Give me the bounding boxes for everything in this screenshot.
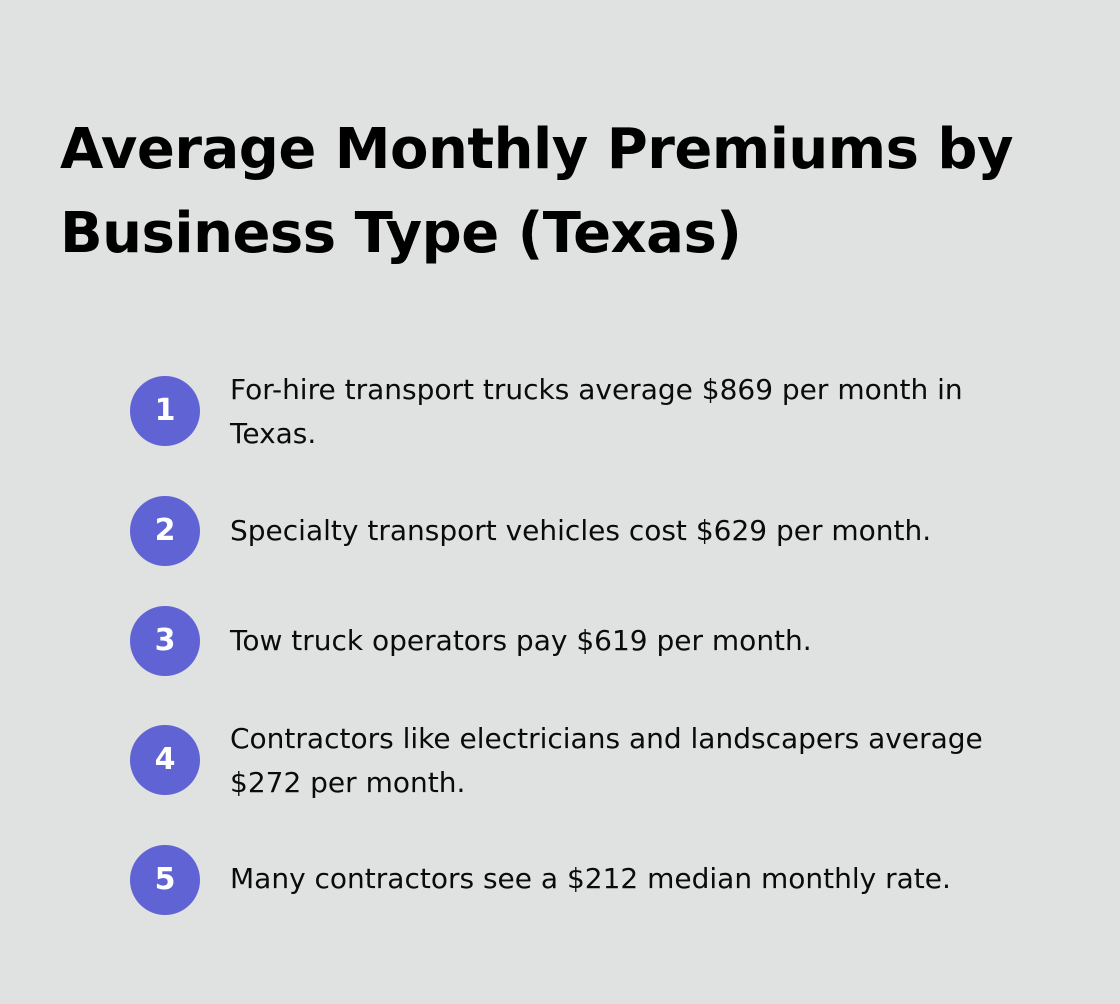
number-badge: 2 bbox=[130, 496, 200, 566]
list-item-text: Many contractors see a $212 median month… bbox=[230, 862, 951, 895]
number-badge: 4 bbox=[130, 725, 200, 795]
number-badge: 1 bbox=[130, 376, 200, 446]
list-item-text: Specialty transport vehicles cost $629 p… bbox=[230, 514, 932, 547]
number-badge: 5 bbox=[130, 845, 200, 915]
number-badge: 3 bbox=[130, 606, 200, 676]
list-item-text: Tow truck operators pay $619 per month. bbox=[230, 624, 812, 657]
list-item-text: For-hire transport trucks average $869 p… bbox=[230, 373, 963, 450]
page-title: Average Monthly Premiums by Business Typ… bbox=[60, 117, 1014, 266]
list-item-text: Contractors like electricians and landsc… bbox=[230, 722, 983, 799]
